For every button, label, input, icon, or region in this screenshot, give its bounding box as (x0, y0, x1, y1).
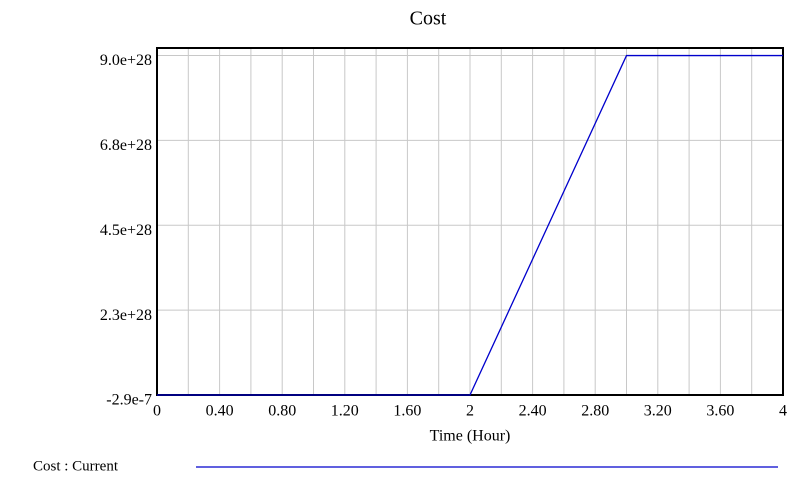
x-tick-label: 3.20 (644, 403, 672, 420)
chart-title: Cost (410, 8, 447, 30)
data-line (157, 54, 783, 396)
legend-label: Cost : Current (33, 458, 119, 474)
y-tick-label: 6.8e+28 (100, 137, 152, 154)
x-tick-label: 4 (779, 403, 787, 420)
y-tick-label: -2.9e-7 (106, 392, 152, 409)
y-tick-label: 9.0e+28 (100, 52, 152, 69)
x-tick-label: 2.40 (519, 403, 547, 420)
x-tick-label: 1.60 (393, 403, 421, 420)
y-tick-label: 4.5e+28 (100, 222, 152, 239)
x-tick-label: 0 (153, 403, 161, 420)
y-tick-label: 2.3e+28 (100, 307, 152, 324)
x-axis-label: Time (Hour) (430, 428, 511, 445)
x-tick-label: 0.80 (268, 403, 296, 420)
x-tick-label: 2 (466, 403, 474, 420)
x-tick-label: 1.20 (331, 403, 359, 420)
x-tick-label: 3.60 (706, 403, 734, 420)
x-tick-label: 2.80 (581, 403, 609, 420)
x-tick-label: 0.40 (206, 403, 234, 420)
